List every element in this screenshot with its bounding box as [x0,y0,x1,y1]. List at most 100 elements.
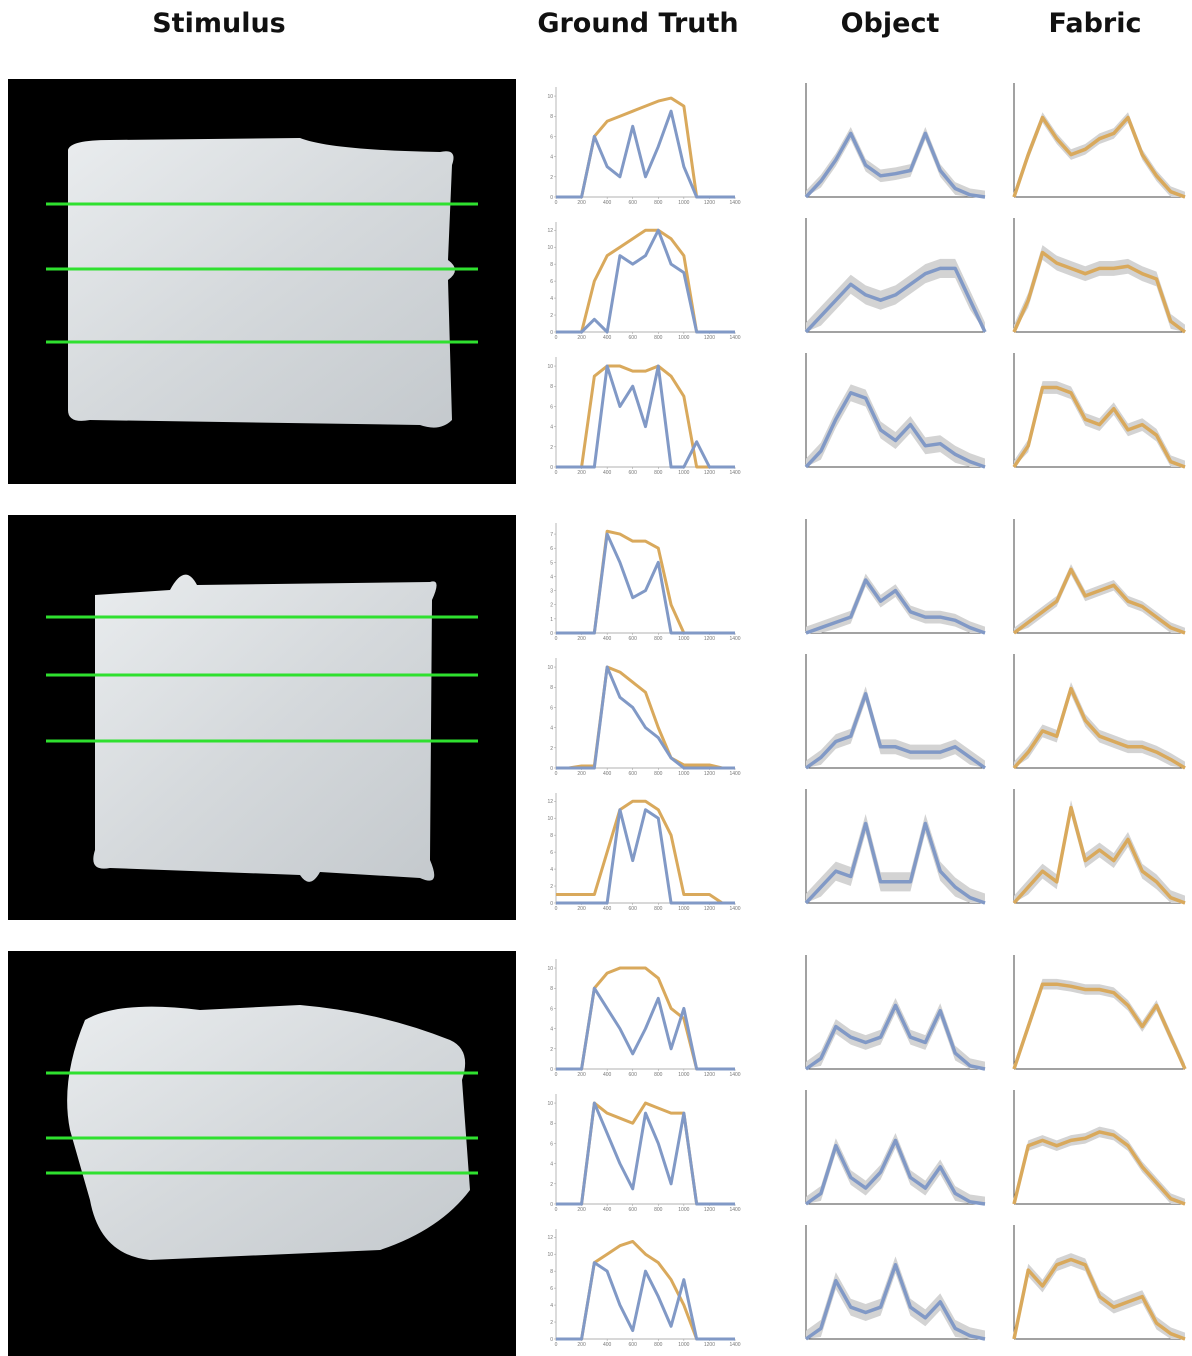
x-tick-label: 0 [555,1207,558,1213]
x-tick-label: 200 [577,470,586,476]
column-header: Fabric [1049,8,1142,39]
y-tick-label: 10 [547,665,553,671]
y-tick-label: 10 [547,1101,553,1107]
x-tick-label: 1200 [704,906,715,912]
x-tick-label: 1200 [704,1207,715,1213]
y-tick-label: 7 [550,532,553,538]
x-tick-label: 600 [629,906,638,912]
x-tick-label: 1400 [729,1207,740,1213]
x-tick-label: 0 [555,335,558,341]
x-tick-label: 800 [654,1207,663,1213]
y-tick-label: 4 [550,1303,553,1309]
data-line [556,228,735,334]
x-tick-label: 1200 [704,470,715,476]
y-tick-label: 4 [550,1027,553,1033]
data-line [1012,686,1186,770]
y-tick-label: 4 [550,1162,553,1168]
y-tick-label: 6 [550,1286,553,1292]
x-tick-label: 1400 [729,771,740,777]
y-tick-label: 4 [550,425,553,431]
data-line [556,228,735,334]
y-tick-label: 6 [550,1006,553,1012]
data-line [804,391,986,469]
data-line [804,821,986,905]
column-header: Stimulus [152,8,286,39]
x-tick-label: 400 [603,335,612,341]
y-tick-label: 2 [550,445,553,451]
x-tick-label: 200 [577,1207,586,1213]
stimulus-image [8,515,516,920]
y-tick-label: 0 [550,631,553,637]
y-tick-label: 6 [550,134,553,140]
y-tick-label: 4 [550,574,553,580]
x-tick-label: 400 [603,470,612,476]
x-tick-label: 0 [555,906,558,912]
y-tick-label: 8 [550,1269,553,1275]
stimulus-image [8,951,516,1356]
y-tick-label: 2 [550,1182,553,1188]
x-tick-label: 800 [654,906,663,912]
data-line [556,529,735,635]
y-tick-label: 8 [550,384,553,390]
data-line [556,808,735,905]
x-tick-label: 1400 [729,636,740,642]
x-tick-label: 200 [577,1072,586,1078]
y-tick-label: 4 [550,155,553,161]
y-tick-label: 0 [550,901,553,907]
y-tick-label: 0 [550,1337,553,1343]
y-tick-label: 8 [550,114,553,120]
uncertainty-band [1014,564,1185,633]
x-tick-label: 400 [603,1207,612,1213]
uncertainty-band [806,384,985,467]
y-tick-label: 8 [550,262,553,268]
y-tick-label: 8 [550,833,553,839]
data-line [804,1263,986,1341]
x-tick-label: 800 [654,200,663,206]
x-tick-label: 800 [654,470,663,476]
data-line [1012,567,1186,635]
y-tick-label: 2 [550,1047,553,1053]
x-tick-label: 800 [654,636,663,642]
y-tick-label: 6 [550,279,553,285]
uncertainty-band [1014,1126,1185,1204]
x-tick-label: 200 [577,771,586,777]
x-tick-label: 600 [629,1342,638,1348]
y-tick-label: 10 [547,94,553,100]
data-line [1012,805,1186,905]
y-tick-label: 6 [550,404,553,410]
data-line [556,532,735,635]
x-tick-label: 1200 [704,771,715,777]
x-tick-label: 1000 [678,636,689,642]
x-tick-label: 1200 [704,335,715,341]
uncertainty-band [1014,245,1185,332]
x-tick-label: 0 [555,636,558,642]
x-tick-label: 0 [555,470,558,476]
y-tick-label: 12 [547,1235,553,1241]
x-tick-label: 200 [577,1342,586,1348]
y-tick-label: 2 [550,603,553,609]
x-tick-label: 1400 [729,470,740,476]
data-line [1012,385,1186,469]
x-tick-label: 400 [603,636,612,642]
uncertainty-band [806,1256,985,1339]
y-tick-label: 10 [547,364,553,370]
x-tick-label: 600 [629,636,638,642]
x-tick-label: 600 [629,200,638,206]
y-tick-label: 2 [550,313,553,319]
x-tick-label: 1000 [678,200,689,206]
x-tick-label: 1000 [678,1072,689,1078]
y-tick-label: 0 [550,195,553,201]
y-tick-label: 10 [547,245,553,251]
x-tick-label: 1200 [704,1072,715,1078]
uncertainty-band [806,127,985,197]
x-tick-label: 200 [577,200,586,206]
data-line [556,799,735,905]
x-tick-label: 1000 [678,906,689,912]
y-tick-label: 8 [550,1121,553,1127]
uncertainty-band [806,1132,985,1204]
y-tick-label: 6 [550,705,553,711]
x-tick-label: 1000 [678,470,689,476]
x-tick-label: 1400 [729,906,740,912]
x-tick-label: 800 [654,1342,663,1348]
